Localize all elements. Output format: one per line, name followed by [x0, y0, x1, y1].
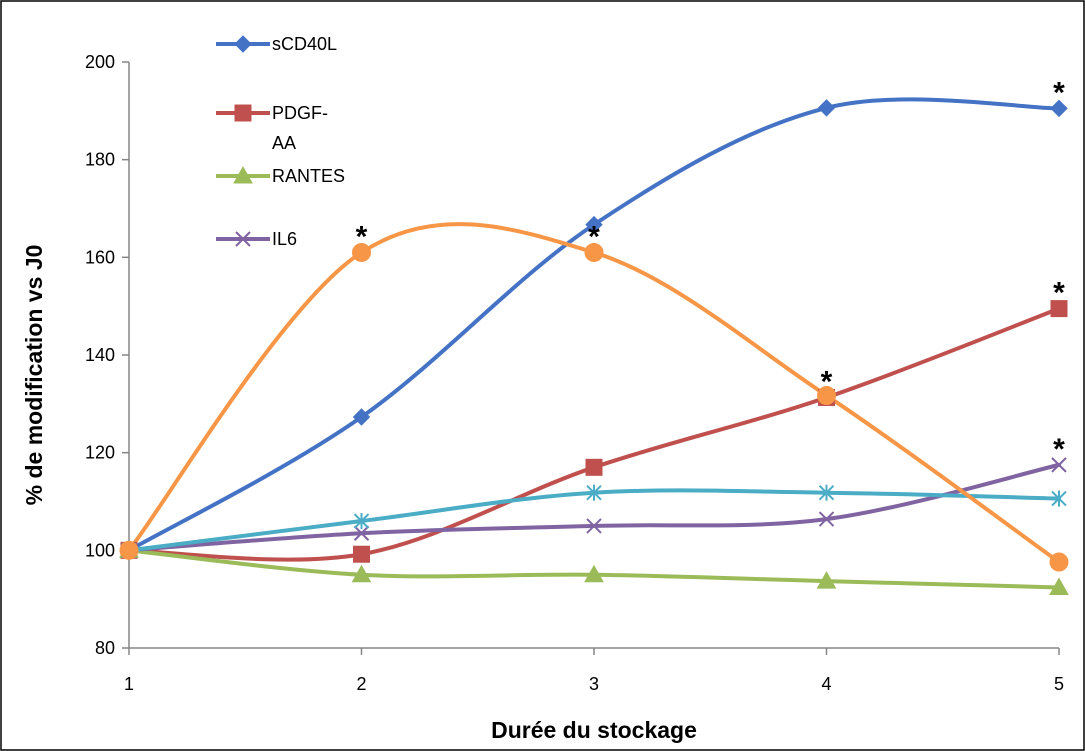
scd40l-point-5 — [1050, 99, 1068, 118]
legend-label: PDGF- — [272, 103, 328, 123]
rantes-point-3 — [584, 564, 604, 583]
scd40l-point-2 — [352, 408, 371, 426]
pdgf-aa-point-3 — [585, 458, 603, 476]
x-axis-title: Durée du stockage — [491, 717, 697, 743]
rantes-point-2 — [351, 564, 372, 583]
y-tick-label: 180 — [85, 150, 115, 170]
rantes-point-4 — [816, 571, 837, 589]
x-tick-label: 2 — [356, 674, 366, 694]
pdgf-aa-point-2 — [353, 545, 370, 563]
y-tick-label: 200 — [85, 52, 115, 72]
pdgf-aa-significance-marker: * — [1053, 277, 1065, 310]
series-6-point-4 — [817, 386, 836, 406]
series-5-point-2 — [353, 513, 370, 530]
legend-item-rantes: RANTES — [216, 165, 345, 186]
x-tick-label: 1 — [124, 674, 134, 694]
series-6-point-2 — [352, 242, 371, 262]
legend-label-continued: AA — [272, 133, 296, 153]
legend-swatch-marker — [234, 35, 252, 53]
il6-point-3 — [586, 518, 602, 534]
il6-point-5 — [1051, 457, 1067, 473]
series-5-point-4 — [818, 484, 835, 501]
y-tick-label: 100 — [85, 540, 115, 560]
series-6-significance-marker: * — [356, 220, 368, 253]
il6-point-4 — [818, 511, 835, 527]
pdgf-aa-point-5 — [1050, 300, 1068, 318]
legend-item-pdgf-aa: PDGF- AA — [216, 103, 328, 153]
legend-swatch-marker — [234, 104, 252, 122]
legend-label: IL6 — [272, 229, 297, 249]
legend-label: sCD40L — [272, 34, 337, 54]
series-6-point-3 — [584, 242, 604, 262]
il6-point-2 — [353, 525, 370, 541]
scd40l-point-4 — [817, 99, 836, 117]
series-6-point-1 — [119, 540, 139, 560]
pdgf-aa-significance-marker: * — [821, 365, 833, 398]
legend-swatch-marker — [233, 165, 253, 184]
rantes-point-5 — [1049, 577, 1069, 595]
x-tick-label: 4 — [821, 674, 831, 694]
y-tick-label: 140 — [85, 345, 115, 365]
series-6-significance-marker: * — [588, 220, 600, 253]
y-axis-title: % de modification vs J0 — [21, 245, 47, 506]
il6-significance-marker: * — [1053, 433, 1065, 466]
legend-item-il6: IL6 — [216, 229, 297, 249]
x-tick-label: 3 — [589, 674, 599, 694]
legend-swatch-marker — [235, 231, 251, 247]
legend-label: RANTES — [272, 166, 345, 186]
series-5-point-5 — [1051, 490, 1067, 507]
series-6-point-5 — [1049, 552, 1069, 572]
x-tick-label: 5 — [1054, 674, 1064, 694]
y-tick-label: 80 — [95, 638, 115, 658]
y-tick-label: 120 — [85, 443, 115, 463]
legend-item-scd40l: sCD40L — [216, 34, 337, 54]
scd40l-significance-marker: * — [1053, 76, 1065, 109]
scd40l-point-3 — [585, 215, 603, 234]
y-tick-label: 160 — [85, 247, 115, 267]
series-5-point-3 — [586, 484, 602, 501]
